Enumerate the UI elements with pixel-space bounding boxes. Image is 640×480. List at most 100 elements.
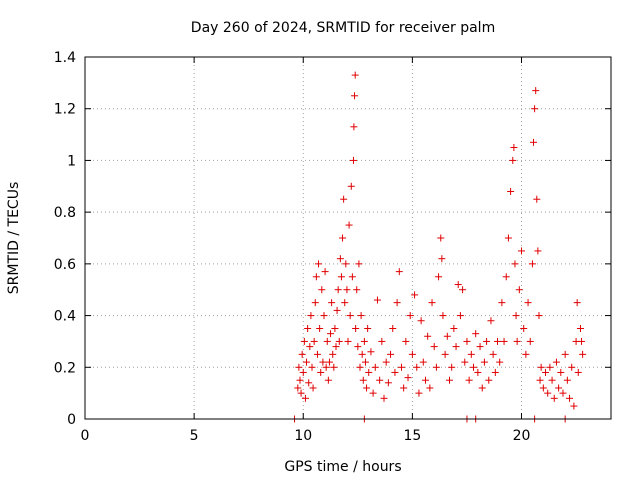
data-point <box>369 389 377 397</box>
x-tick-label: 10 <box>294 428 312 444</box>
data-point <box>438 255 446 263</box>
data-point <box>570 402 578 410</box>
y-tick-label: 0.6 <box>54 257 76 273</box>
data-point <box>524 299 532 307</box>
data-point <box>489 350 497 358</box>
data-point <box>579 350 587 358</box>
data-point <box>303 358 311 366</box>
data-point <box>391 368 399 376</box>
data-point <box>534 247 542 255</box>
data-point <box>515 286 523 294</box>
data-point <box>358 350 366 358</box>
data-point <box>566 394 574 402</box>
data-point <box>355 260 363 268</box>
data-point <box>323 337 331 345</box>
data-point <box>472 330 480 338</box>
data-point <box>480 358 488 366</box>
data-point <box>395 268 403 276</box>
x-tick-label: 5 <box>190 428 199 444</box>
data-point <box>365 368 373 376</box>
data-point <box>402 337 410 345</box>
x-tick-label: 20 <box>513 428 531 444</box>
data-point <box>321 268 329 276</box>
data-point <box>467 350 475 358</box>
y-tick-label: 1.2 <box>54 102 76 118</box>
data-point <box>330 363 338 371</box>
data-point <box>332 343 340 351</box>
data-point <box>300 337 308 345</box>
data-point <box>520 325 528 332</box>
y-tick-label: 1.4 <box>54 50 76 66</box>
data-point <box>312 273 320 281</box>
data-point <box>476 343 484 351</box>
data-point <box>297 389 305 397</box>
data-point <box>459 286 467 294</box>
data-point <box>329 350 337 358</box>
data-point <box>400 384 408 392</box>
data-point <box>337 273 345 281</box>
data-point <box>408 350 416 358</box>
data-point <box>295 363 303 371</box>
y-tick-label: 1 <box>67 153 76 169</box>
data-point <box>424 332 432 340</box>
data-point <box>298 350 306 358</box>
data-point <box>528 260 536 268</box>
data-point <box>563 376 571 384</box>
x-tick-label: 0 <box>81 428 90 444</box>
data-point <box>465 376 473 384</box>
data-point <box>347 182 355 190</box>
data-point <box>351 92 359 100</box>
data-point <box>313 350 321 358</box>
data-point <box>435 273 443 281</box>
data-point <box>555 384 563 392</box>
data-point <box>421 376 429 384</box>
data-point <box>344 337 352 345</box>
data-point <box>450 325 458 332</box>
data-point <box>324 376 332 384</box>
data-point <box>533 195 541 203</box>
data-point <box>559 389 567 397</box>
data-point <box>513 337 521 345</box>
y-axis-label: SRMTID / TECUs <box>6 182 22 295</box>
data-point <box>376 376 384 384</box>
data-point <box>404 374 412 382</box>
data-point <box>494 337 502 345</box>
data-point <box>456 312 464 320</box>
data-point <box>574 368 582 376</box>
data-point <box>367 348 375 356</box>
data-point <box>349 156 357 164</box>
data-point <box>360 337 368 345</box>
data-point <box>441 350 449 358</box>
data-point <box>305 379 313 387</box>
data-point <box>357 312 365 320</box>
data-point <box>536 376 544 384</box>
data-point <box>328 299 336 307</box>
data-point <box>518 247 526 255</box>
data-point <box>311 299 319 307</box>
data-point <box>452 343 460 351</box>
data-point <box>373 296 381 304</box>
data-point <box>336 255 344 263</box>
y-tick-label: 0 <box>67 412 76 428</box>
data-point <box>310 337 318 345</box>
data-point <box>340 195 348 203</box>
data-points <box>291 71 587 423</box>
data-point <box>371 363 379 371</box>
x-tick-labels: 0 5 10 15 20 <box>81 428 531 444</box>
x-tick-label: 15 <box>403 428 421 444</box>
data-point <box>380 394 388 402</box>
plot-frame <box>84 56 612 420</box>
data-point <box>526 337 534 345</box>
data-point <box>320 312 328 320</box>
data-point <box>463 337 471 345</box>
data-point <box>491 368 499 376</box>
data-point <box>454 281 462 289</box>
data-point <box>509 156 517 164</box>
data-point <box>469 363 477 371</box>
data-point <box>334 286 342 294</box>
data-point <box>578 337 586 345</box>
data-point <box>387 350 395 358</box>
data-point <box>419 358 427 366</box>
data-point <box>384 379 392 387</box>
